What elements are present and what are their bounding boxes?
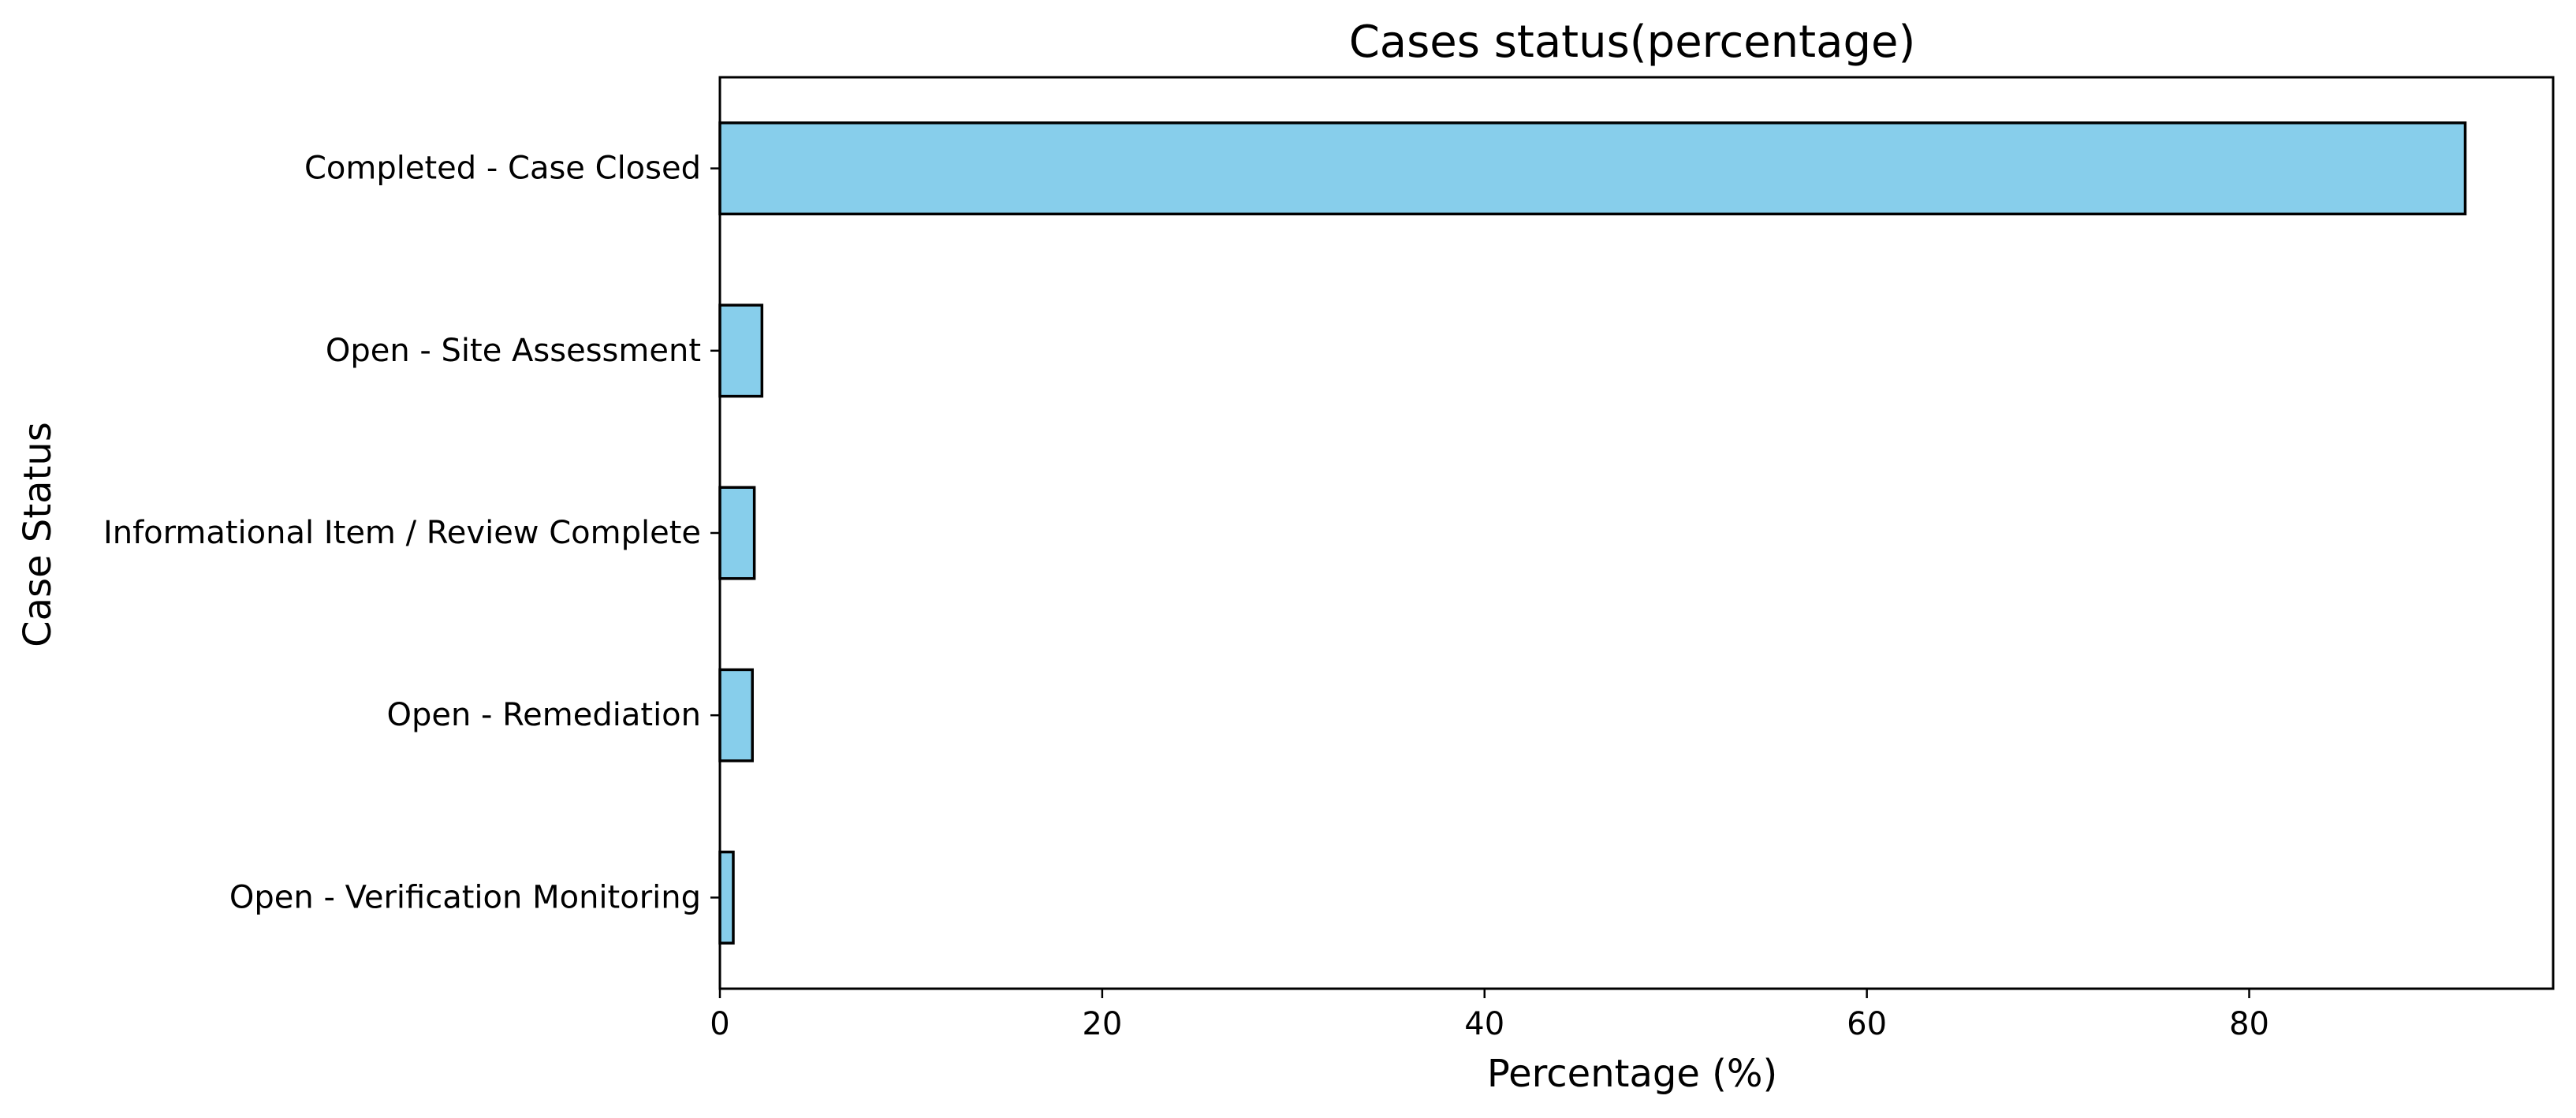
y-tick-label: Open - Verification Monitoring <box>229 879 701 915</box>
y-tick-label: Open - Remediation <box>386 697 701 733</box>
x-tick-label: 80 <box>2229 1006 2269 1042</box>
chart-title: Cases status(percentage) <box>1349 17 1916 68</box>
bar <box>718 486 756 580</box>
bar <box>718 668 754 762</box>
bar <box>718 121 2467 216</box>
y-tick-label: Informational Item / Review Complete <box>103 515 701 551</box>
x-tick-label: 0 <box>710 1006 729 1042</box>
x-tick-label: 60 <box>1847 1006 1887 1042</box>
bar <box>718 304 764 398</box>
x-tick-label: 40 <box>1464 1006 1504 1042</box>
y-tick-label: Open - Site Assessment <box>326 333 701 369</box>
plot-area: Completed - Case Closed Open - Site Asses… <box>103 76 2555 1042</box>
y-axis-label: Case Status <box>16 422 60 647</box>
y-tick-label: Completed - Case Closed <box>304 151 701 187</box>
bar <box>718 850 735 945</box>
x-tick-label: 20 <box>1082 1006 1122 1042</box>
axes-frame <box>718 76 2555 990</box>
x-axis-label: Percentage (%) <box>1487 1052 1777 1096</box>
